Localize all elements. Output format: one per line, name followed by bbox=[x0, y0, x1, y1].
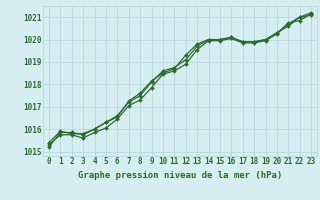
X-axis label: Graphe pression niveau de la mer (hPa): Graphe pression niveau de la mer (hPa) bbox=[78, 171, 282, 180]
